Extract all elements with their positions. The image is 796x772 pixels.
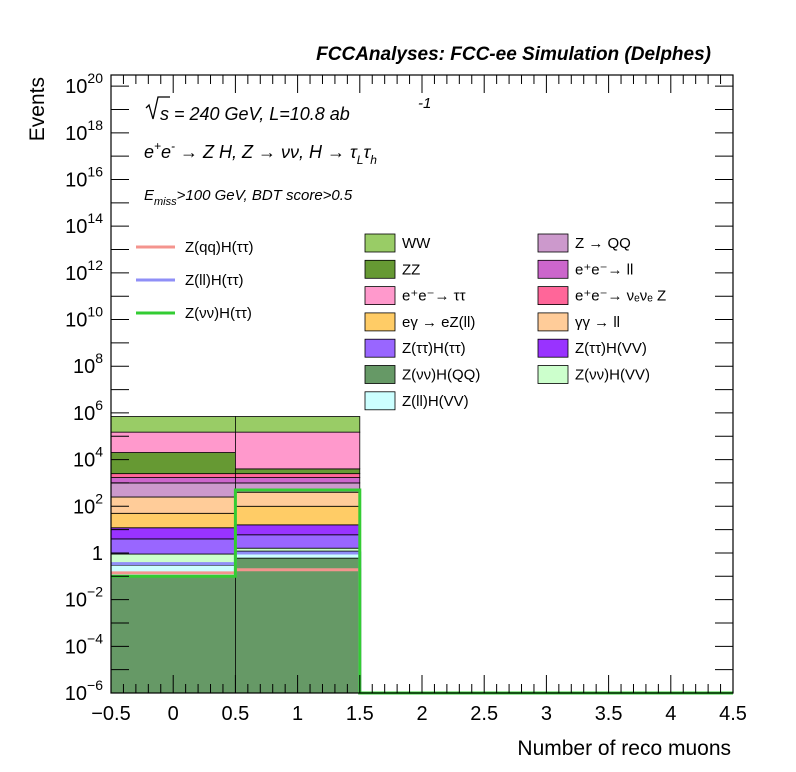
- legend-swatch-z-ll-h-vv: [364, 391, 396, 411]
- stack-bar-bin2-e-e-z: [234, 473, 361, 478]
- y-tick-label: 1014: [65, 210, 103, 238]
- legend-swatch-z-qq: [537, 233, 569, 253]
- x-tick-label: 1: [292, 703, 303, 725]
- legend-label-z-h-qq: Z(νν)H(QQ): [402, 367, 480, 384]
- x-tick-label: 0: [168, 703, 179, 725]
- legend-swatch-ll: [537, 312, 569, 332]
- stack-bar-bin1-ll: [110, 496, 236, 514]
- legend-swatch-zz: [364, 259, 396, 279]
- stack-bar-bin2-e-e-ll: [234, 477, 361, 484]
- stack-bar-bin1-e-ez-ll: [110, 512, 236, 529]
- legend-swatch-z-h-qq: [364, 365, 396, 384]
- stack-bar-bin2-e-ez-ll: [234, 505, 361, 526]
- x-tick-label: 4.5: [719, 703, 747, 725]
- stack-bar-bin1-zz: [110, 452, 236, 475]
- y-axis-ticks: 10−6 10−4 10−2 1 102 104 106 108 1010 1012 1014 101…: [65, 70, 733, 705]
- legend-label-ww: WW: [402, 235, 431, 252]
- y-axis-title: Events: [26, 77, 49, 141]
- y-tick-label: 1016: [65, 164, 103, 192]
- x-axis-title: Number of reco muons: [517, 737, 731, 760]
- x-tick-label: 3.5: [595, 703, 623, 725]
- legend-label-z-h: Z(ττ)H(ττ): [402, 340, 466, 357]
- stack-bar-bin2-z-h-vv: [234, 524, 361, 536]
- stack-bar-bin2-e-e: [234, 431, 361, 470]
- legend-label-z-qq: Z → QQ: [575, 235, 631, 252]
- legend-swatch-z-h-vv: [537, 365, 569, 384]
- x-tick-label: −0.5: [91, 703, 130, 725]
- y-tick-label: 104: [73, 444, 103, 472]
- legend-swatch-z-h-vv: [537, 338, 569, 358]
- legend: Z(qq)H(ττ) Z(ll)H(ττ) Z(νν)H(ττ) WW Z → QQ ZZ…: [136, 233, 666, 411]
- x-tick-label: 4: [665, 703, 676, 725]
- x-tick-label: 1.5: [346, 703, 374, 725]
- legend-label-z-h: Z(νν)H(ττ): [185, 305, 252, 322]
- stack-bar-bin1-e-e-z: [110, 473, 236, 478]
- legend-swatch-ww: [364, 233, 396, 253]
- legend-swatch-e-e-z: [537, 286, 569, 306]
- stack-bar-bin1-z-h-vv: [110, 527, 236, 540]
- y-tick-label: 106: [73, 397, 103, 425]
- legend-label-e-e: e⁺e⁻→ ττ: [402, 288, 466, 305]
- stack-bar-bin1-e-e-ll: [110, 477, 236, 484]
- annotation-energy-lumi: s = 240 GeV, L=10.8 ab -1: [145, 95, 431, 124]
- legend-label-e-ez-ll: eγ → eZ(ll): [402, 314, 475, 331]
- legend-label-z-h-vv: Z(ττ)H(VV): [575, 340, 647, 357]
- x-tick-label: 2: [416, 703, 427, 725]
- legend-swatch-z-h: [364, 338, 396, 358]
- legend-swatch-e-ez-ll: [364, 312, 396, 332]
- y-tick-label: 10−2: [65, 584, 103, 612]
- stack-bar-bin2-ww: [234, 416, 361, 433]
- y-tick-label: 1: [92, 543, 103, 565]
- y-tick-label: 1018: [65, 117, 103, 145]
- legend-swatch-e-e: [364, 286, 396, 306]
- stack-bar-bin2-ll: [234, 491, 361, 507]
- legend-label-ll: γγ → ll: [575, 314, 620, 331]
- x-axis-ticks: −0.5 0 0.5 1 1.5 2 2.5 3 3.5 4 4.5: [91, 75, 747, 725]
- legend-label-e-e-z: e⁺e⁻→ νₑνₑ Z: [575, 288, 666, 305]
- annotation-line1-exp: -1: [418, 95, 431, 112]
- annotation-line3: Emiss>100 GeV, BDT score>0.5: [144, 187, 353, 208]
- stack-bar-bin2-z-h-vv: [234, 547, 361, 552]
- stack-bar-bin2-zz: [234, 468, 361, 475]
- legend-label-e-e-ll: e⁺e⁻→ ll: [575, 261, 633, 278]
- stack-bar-bin1-z-qq: [110, 482, 236, 498]
- legend-label-z-h-vv: Z(νν)H(VV): [575, 367, 650, 384]
- stacked-histogram: [110, 416, 361, 694]
- legend-swatch-e-e-ll: [537, 259, 569, 279]
- y-tick-label: 1012: [65, 257, 103, 285]
- y-tick-label: 102: [73, 490, 103, 518]
- legend-label-z-ll-h-vv: Z(ll)H(VV): [402, 393, 469, 410]
- header-title: FCCAnalyses: FCC-ee Simulation (Delphes): [316, 44, 711, 65]
- y-tick-label: 10−4: [65, 630, 103, 658]
- y-tick-label: 1020: [65, 70, 103, 98]
- legend-label-z-qq-h: Z(qq)H(ττ): [185, 239, 254, 256]
- y-tick-label: 108: [73, 350, 103, 378]
- y-tick-label: 1010: [65, 304, 103, 332]
- legend-label-z-ll-h: Z(ll)H(ττ): [185, 272, 244, 289]
- stack-bar-bin1-z-h-qq: [110, 575, 236, 694]
- y-tick-label: 10−6: [65, 677, 103, 705]
- stack-bar-bin1-ww: [110, 416, 236, 433]
- stack-bar-bin1-z-h: [110, 538, 236, 555]
- stack-bar-bin2-z-h-qq: [234, 557, 361, 694]
- stack-bar-bin1-e-e: [110, 431, 236, 453]
- x-tick-label: 2.5: [470, 703, 498, 725]
- annotation-line1: s = 240 GeV, L=10.8 ab: [160, 104, 350, 124]
- stack-bar-bin2-z-h: [234, 534, 361, 549]
- stack-bar-bin1-z-ll-h-vv: [110, 564, 236, 577]
- legend-label-zz: ZZ: [402, 261, 420, 278]
- annotation-selection: Emiss>100 GeV, BDT score>0.5: [144, 187, 353, 208]
- sqrt-symbol: [145, 96, 170, 120]
- x-tick-label: 0.5: [221, 703, 249, 725]
- x-tick-label: 3: [541, 703, 552, 725]
